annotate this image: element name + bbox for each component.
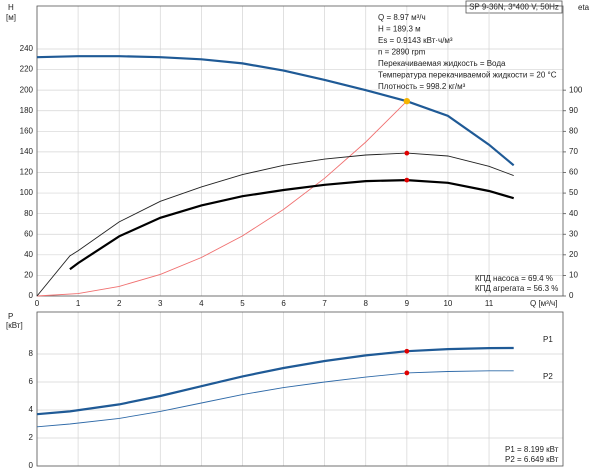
y-tick-label: 4: [29, 405, 34, 414]
y-tick-label: 8: [29, 349, 34, 358]
legend-label: P2: [543, 372, 553, 381]
x-tick-label: 0: [35, 299, 40, 308]
y-tick-label: 100: [20, 188, 34, 197]
plot-frame: [36, 5, 564, 297]
y2-label: eta: [578, 3, 590, 12]
note: КПД насоса = 69.4 %: [475, 274, 553, 283]
annotation: H = 189.3 м: [378, 25, 421, 34]
y2-tick-label: 80: [569, 126, 578, 135]
chart-title: SP 9-36N, 3*400 V, 50Hz: [469, 3, 559, 12]
y-label: P: [8, 312, 13, 321]
operating-point: [403, 97, 411, 105]
x-tick-label: 1: [76, 299, 81, 308]
title-box: [465, 0, 563, 14]
y2-tick-label: 60: [569, 168, 578, 177]
y2-tick-label: 20: [569, 250, 578, 259]
y-tick-label: 0: [29, 291, 34, 300]
y-label: H: [8, 3, 14, 12]
y-unit: [м]: [6, 13, 16, 22]
y2-tick-label: 50: [569, 188, 578, 197]
y-tick-label: 80: [24, 209, 33, 218]
operating-point: [404, 150, 410, 156]
y-tick-label: 200: [20, 85, 34, 94]
operating-point: [404, 348, 410, 354]
y2-tick-label: 70: [569, 147, 578, 156]
series-line: [69, 178, 515, 271]
legend-label: P1: [543, 335, 553, 344]
annotation: Плотность = 998.2 кг/м³: [378, 82, 466, 91]
operating-point: [404, 370, 410, 376]
y-tick-label: 180: [20, 106, 34, 115]
annotation: Температура перекачиваемой жидкости = 20…: [378, 71, 557, 80]
note: P1 = 8.199 кВт: [505, 445, 559, 454]
series-line: [36, 152, 514, 297]
y2-tick-label: 40: [569, 209, 578, 218]
x-tick-label: 3: [158, 299, 163, 308]
series-line: [36, 346, 514, 416]
operating-point: [404, 177, 410, 183]
y-unit: [кВт]: [6, 321, 23, 330]
plot-frame: [36, 311, 564, 467]
y-tick-label: 120: [20, 168, 34, 177]
annotation: Перекачиваемая жидкость = Вода: [378, 59, 506, 68]
y2-tick-label: 10: [569, 271, 578, 280]
x-tick-label: 8: [364, 299, 369, 308]
y-tick-label: 240: [20, 44, 34, 53]
x-tick-label: 11: [485, 299, 494, 308]
annotation: n = 2890 rpm: [378, 48, 426, 57]
series-line: [36, 55, 515, 167]
series-line: [36, 370, 514, 428]
note: P2 = 6.649 кВт: [505, 455, 559, 464]
note: КПД агрегата = 56.3 %: [475, 284, 558, 293]
y2-tick-label: 100: [569, 85, 583, 94]
y-tick-label: 220: [20, 65, 34, 74]
y-tick-label: 160: [20, 126, 34, 135]
y-tick-label: 2: [29, 433, 34, 442]
x-tick-label: 7: [322, 299, 327, 308]
y2-tick-label: 0: [569, 291, 574, 300]
x-label: Q [м³/ч]: [530, 299, 557, 308]
y-tick-label: 40: [24, 250, 33, 259]
y-tick-label: 60: [24, 229, 33, 238]
annotation: Es = 0.9143 кВт·ч/м³: [378, 36, 453, 45]
x-tick-label: 10: [443, 299, 452, 308]
annotation: Q = 8.97 м³/ч: [378, 13, 426, 22]
x-tick-label: 6: [281, 299, 286, 308]
y-tick-label: 140: [20, 147, 34, 156]
x-tick-label: 4: [199, 299, 204, 308]
y2-tick-label: 30: [569, 229, 578, 238]
y-tick-label: 0: [29, 461, 34, 470]
y2-tick-label: 90: [569, 106, 578, 115]
y-tick-label: 20: [24, 271, 33, 280]
x-tick-label: 2: [117, 299, 122, 308]
x-tick-label: 5: [240, 299, 245, 308]
series-line: [36, 100, 408, 297]
y-tick-label: 6: [29, 377, 34, 386]
x-tick-label: 9: [405, 299, 410, 308]
